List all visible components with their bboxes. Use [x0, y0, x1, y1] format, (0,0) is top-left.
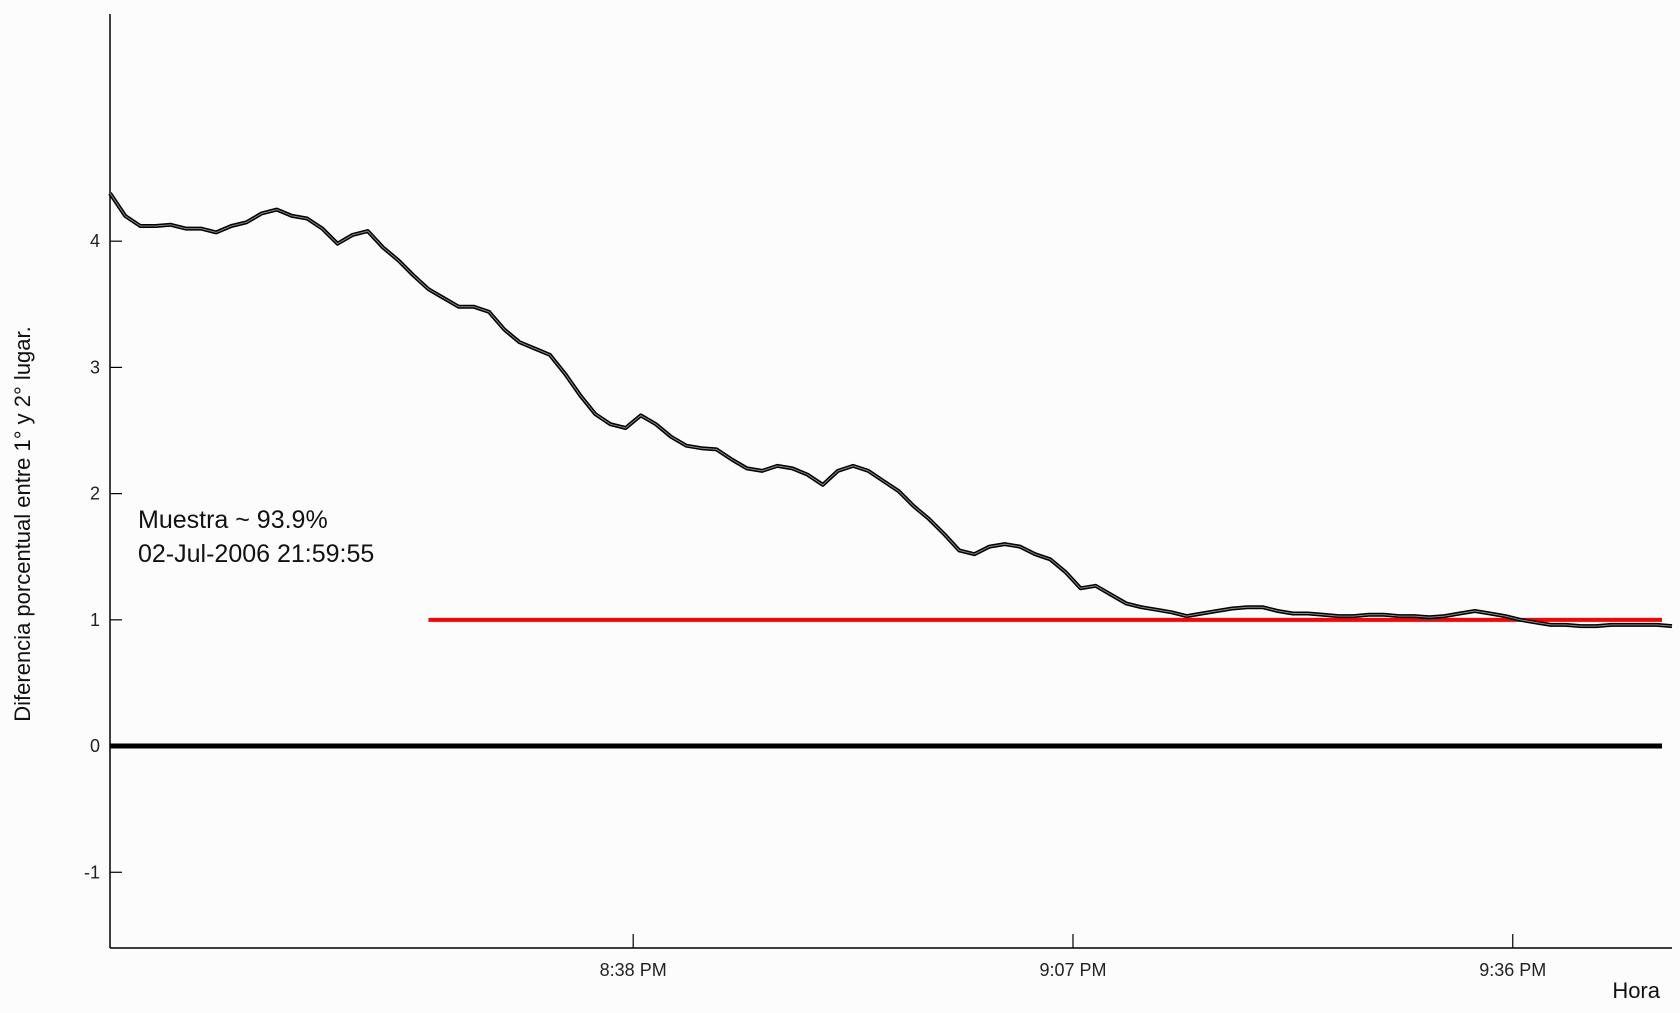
y-tick-label: -1	[84, 862, 100, 882]
x-tick-label: 9:07 PM	[1039, 960, 1106, 980]
x-axis-label: Hora	[1612, 978, 1660, 1003]
x-tick-label: 9:36 PM	[1479, 960, 1546, 980]
annotation-line-1: Muestra ~ 93.9%	[138, 506, 328, 534]
series-line	[109, 192, 1673, 627]
y-tick-label: 0	[90, 736, 100, 756]
x-tick-label: 8:38 PM	[600, 960, 667, 980]
annotation-line-2: 02-Jul-2006 21:59:55	[138, 540, 374, 568]
y-axis-ticks: -1 0 1 2 3 4	[84, 231, 122, 882]
plot-area: -1 0 1 2 3 4 8:38 PM 9:07 PM 9:36 PM	[84, 14, 1673, 980]
y-tick-label: 2	[90, 484, 100, 504]
y-tick-label: 1	[90, 610, 100, 630]
y-axis-label: Diferencia porcentual entre 1° y 2° luga…	[10, 326, 35, 721]
x-axis-ticks: 8:38 PM 9:07 PM 9:36 PM	[600, 934, 1546, 980]
y-tick-label: 3	[90, 357, 100, 377]
y-tick-label: 4	[90, 231, 100, 251]
